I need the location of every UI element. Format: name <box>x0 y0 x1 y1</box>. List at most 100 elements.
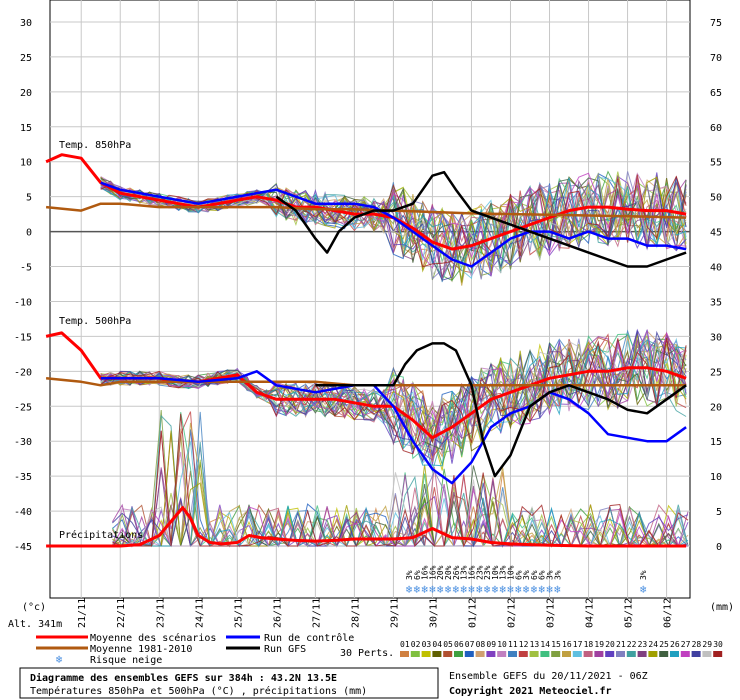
left-tick-label: 20 <box>20 88 32 99</box>
right-tick-label: 15 <box>710 437 722 448</box>
pert-number: 01 <box>400 640 410 649</box>
pert-number: 13 <box>530 640 540 649</box>
snow-risk-label: 10% <box>491 565 500 580</box>
x-tick-label: 25/11 <box>233 598 244 628</box>
ensemble-info: Ensemble GEFS du 20/11/2021 - 06Z <box>449 671 648 682</box>
left-tick-label: 10 <box>20 158 32 169</box>
pert-number: 12 <box>519 640 529 649</box>
altitude: Alt. 341m <box>8 619 62 630</box>
snowflake-icon: ❄ <box>546 583 553 596</box>
x-tick-label: 22/11 <box>116 598 127 628</box>
snowflake-icon: ❄ <box>523 583 530 596</box>
pert-swatch <box>443 651 453 657</box>
snow-risk-label: 13% <box>499 565 508 580</box>
x-tick-label: 04/12 <box>585 598 596 628</box>
pert-swatch <box>659 651 669 657</box>
pert-swatch <box>562 651 571 657</box>
x-tick-label: 01/12 <box>467 598 478 628</box>
pert-swatch <box>583 651 593 657</box>
legend-control: Run de contrôle <box>264 632 354 644</box>
snowflake-icon: ❄ <box>468 583 475 596</box>
snow-risk-markers: 3%❄6%❄16%❄16%❄20%❄20%❄26%❄13%❄16%❄23%❄23… <box>405 565 648 596</box>
snow-risk-label: 16% <box>421 565 430 580</box>
snowflake-icon: ❄ <box>531 583 538 596</box>
left-tick-label: -20 <box>14 367 32 378</box>
x-tick-label: 21/11 <box>77 598 88 628</box>
snowflake-icon: ❄ <box>445 583 452 596</box>
pert-line-t500 <box>100 338 687 454</box>
pert-number: 30 <box>713 640 723 649</box>
snowflake-icon: ❄ <box>507 583 514 596</box>
x-tick-label: 27/11 <box>311 598 322 628</box>
pert-swatch <box>486 651 496 657</box>
left-tick-label: -35 <box>14 472 32 483</box>
left-tick-label: 0 <box>26 228 32 239</box>
left-tick-label: -40 <box>14 507 32 518</box>
pert-number: 11 <box>508 640 518 649</box>
snowflake-icon: ❄ <box>421 583 428 596</box>
pert-swatch <box>605 651 615 657</box>
pert-swatch <box>432 651 442 657</box>
snowflake-icon: ❄ <box>476 583 483 596</box>
left-tick-label: -15 <box>14 332 32 343</box>
series-moyenne-1981-2010-t500 <box>45 377 687 387</box>
pert-number: 05 <box>443 640 453 649</box>
pert-line-t500 <box>100 336 687 453</box>
right-tick-label: 55 <box>710 158 722 169</box>
pert-swatch <box>410 651 420 657</box>
pert-number: 04 <box>432 640 442 649</box>
legend: Moyenne des scénarios Moyenne 1981-2010 … <box>36 632 723 666</box>
snowflake-icon: ❄ <box>515 583 522 596</box>
x-tick-label: 23/11 <box>155 598 166 628</box>
pert-swatch <box>713 651 723 657</box>
right-tick-label: 35 <box>710 297 722 308</box>
left-tick-label: -5 <box>20 263 32 274</box>
left-tick-label: -10 <box>14 297 32 308</box>
label-t850: Temp. 850hPa <box>59 140 131 151</box>
pert-swatch <box>551 651 561 657</box>
pert-swatch <box>572 651 582 657</box>
pert-number: 16 <box>562 640 572 649</box>
snowflake-icon: ❄ <box>538 583 545 596</box>
right-tick-label: 20 <box>710 402 722 413</box>
pert-swatch <box>626 651 636 657</box>
plot-frame <box>49 0 691 599</box>
series-run-de-contr-le-t500 <box>100 370 687 485</box>
snow-risk-label: 23% <box>475 565 484 580</box>
left-axis-ticks: 30 25 20 15 10 5 0 -5 -10 -15 -20 -25 -30 -35 -40 -45 <box>14 18 32 553</box>
pert-swatch <box>529 651 539 657</box>
pert-swatch <box>670 651 679 657</box>
snowflake-icon: ❄ <box>460 583 467 596</box>
title-box <box>19 667 439 699</box>
snow-risk-label: 20% <box>436 565 445 580</box>
snow-risk-label: 6% <box>530 570 539 580</box>
pert-swatch <box>616 651 625 657</box>
x-tick-label: 05/12 <box>624 598 635 628</box>
pert-number: 02 <box>411 640 421 649</box>
pert-number: 09 <box>486 640 496 649</box>
left-unit: (°c) <box>22 602 46 613</box>
right-tick-label: 65 <box>710 88 722 99</box>
legend-snow: Risque neige <box>90 655 162 666</box>
pert-swatch <box>594 651 604 657</box>
pert-swatch <box>454 651 463 657</box>
left-tick-label: 25 <box>20 53 32 64</box>
pert-number: 26 <box>670 640 680 649</box>
left-tick-label: 5 <box>26 193 32 204</box>
x-tick-label: 28/11 <box>350 598 361 628</box>
snow-risk-label: 10% <box>506 565 515 580</box>
snow-risk-label: 6% <box>413 570 422 580</box>
pert-legend: 01 02 03 04 05 06 07 08 09 10 11 12 13 14 15 16 17 18 19 20… <box>400 640 723 657</box>
series-run-de-contr-le-t850 <box>100 181 687 268</box>
label-precip: Précipitations <box>59 529 143 541</box>
pert-number: 21 <box>616 640 626 649</box>
pert-swatch <box>702 651 712 657</box>
right-tick-label: 60 <box>710 123 722 134</box>
series-run-gfs-t500 <box>315 342 687 478</box>
snow-risk-label: 6% <box>538 570 547 580</box>
snowflake-icon: ❄ <box>429 583 436 596</box>
snowflake-icon: ❄ <box>484 583 491 596</box>
pert-number: 15 <box>551 640 561 649</box>
pert-swatch <box>508 651 517 657</box>
